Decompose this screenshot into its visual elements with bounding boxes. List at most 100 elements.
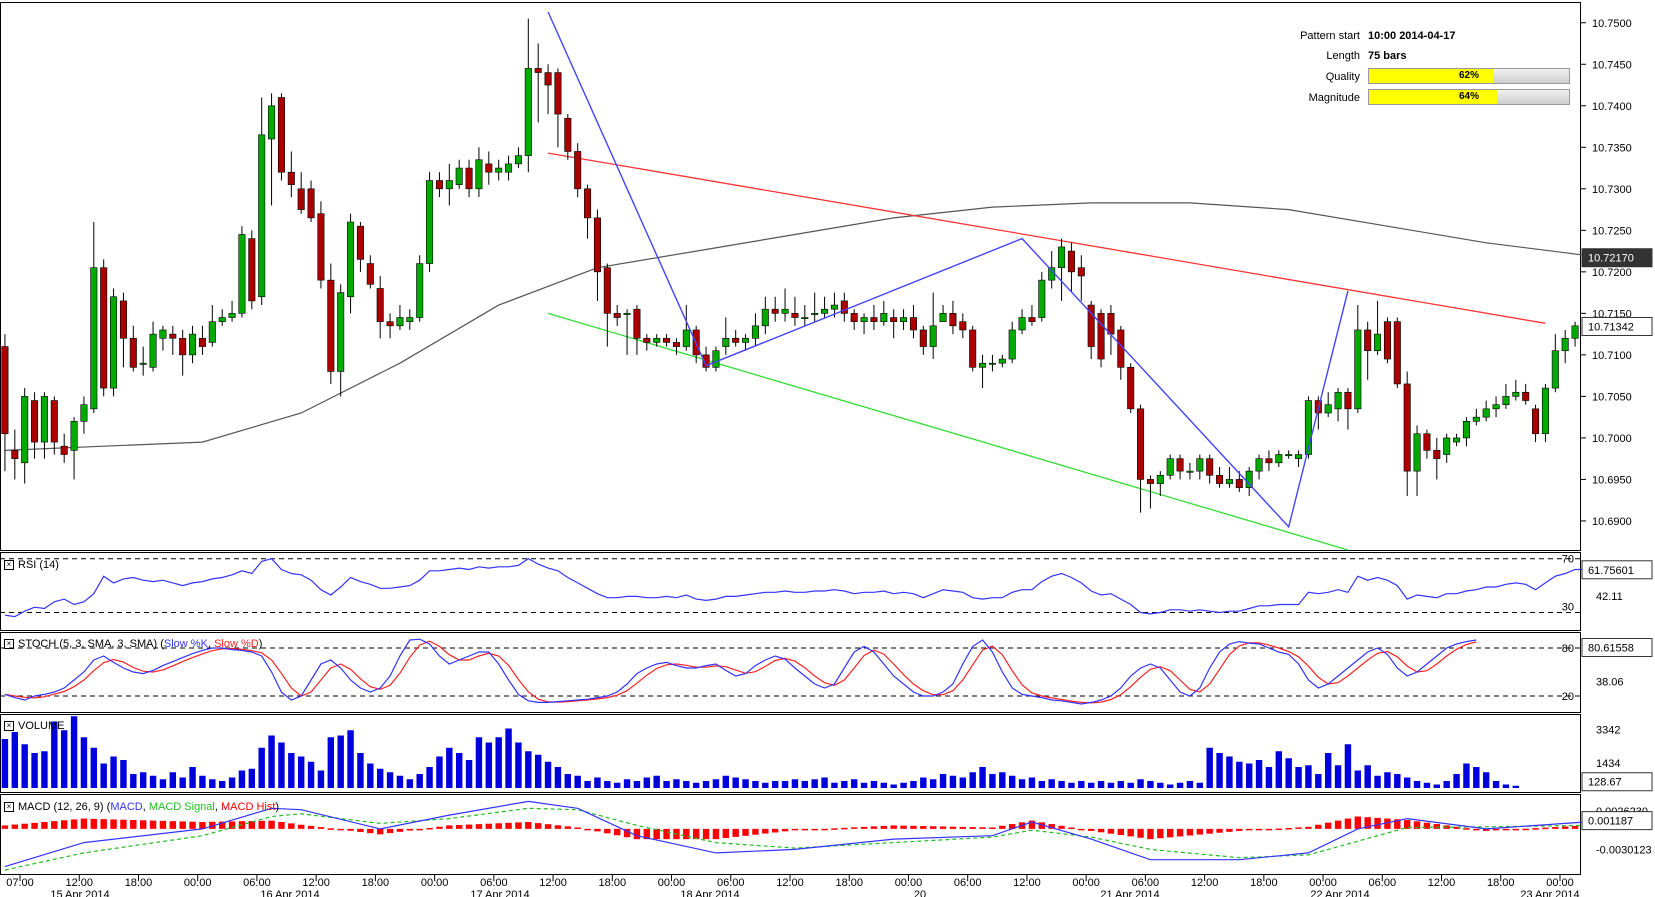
candle-body bbox=[900, 317, 908, 322]
macd-panel-close-icon[interactable]: × bbox=[4, 802, 14, 813]
candle bbox=[50, 396, 58, 455]
volume-bar bbox=[979, 767, 986, 788]
candle-body bbox=[1571, 325, 1579, 339]
volume-bar bbox=[1512, 785, 1520, 788]
candle-body bbox=[603, 267, 611, 314]
date-label: 22 Apr 2014 bbox=[1310, 889, 1369, 897]
candle bbox=[742, 334, 750, 351]
time-tick-label: 00:00 bbox=[1546, 877, 1574, 889]
macd-hist-bar bbox=[742, 828, 749, 836]
macd-hist-bar bbox=[870, 826, 878, 829]
volume-bar bbox=[199, 775, 206, 788]
macd-hist-bar bbox=[841, 827, 848, 830]
magnitude-bar-fill bbox=[1369, 90, 1497, 104]
candle bbox=[1107, 305, 1115, 355]
candle-body bbox=[455, 167, 463, 185]
volume-bar bbox=[169, 772, 177, 788]
time-tick-label: 07:00 bbox=[6, 877, 34, 889]
candle bbox=[623, 309, 631, 355]
candle bbox=[21, 388, 29, 484]
candle bbox=[870, 305, 878, 330]
stoch-level-label: 80 bbox=[1562, 643, 1574, 655]
volume-bar bbox=[41, 751, 48, 788]
candle bbox=[347, 213, 355, 314]
length-value: 75 bars bbox=[1368, 50, 1407, 62]
candle-body bbox=[1472, 416, 1480, 422]
macd-hist-bar bbox=[475, 824, 483, 829]
candle bbox=[455, 159, 463, 189]
macd-hist-bar bbox=[21, 823, 28, 829]
candle-body bbox=[1028, 317, 1036, 322]
candle bbox=[70, 417, 78, 480]
candle-body bbox=[337, 292, 345, 372]
time-tick-label: 12:00 bbox=[1191, 877, 1219, 889]
candle bbox=[426, 172, 434, 272]
volume-bar bbox=[455, 753, 463, 788]
candle-body bbox=[485, 163, 493, 173]
macd-axis-label: -0.0030123 bbox=[1596, 845, 1652, 857]
candle bbox=[761, 296, 769, 335]
candle bbox=[1551, 334, 1559, 393]
candle bbox=[593, 209, 601, 301]
volume-bar bbox=[258, 747, 265, 788]
macd-hist-bar bbox=[1117, 828, 1125, 836]
candle-body bbox=[327, 279, 335, 372]
macd-hist-bar bbox=[623, 828, 631, 838]
candle-body bbox=[939, 313, 947, 322]
macd-hist-bar bbox=[1315, 824, 1322, 829]
macd-hist-bar bbox=[1127, 828, 1134, 837]
macd-hist-bar bbox=[1334, 820, 1342, 829]
candle bbox=[297, 172, 305, 214]
macd-hist-bar bbox=[357, 828, 364, 832]
candle bbox=[919, 325, 927, 355]
quality-bar: 62% bbox=[1368, 68, 1570, 84]
candle-body bbox=[287, 171, 295, 185]
time-tick-label: 00:00 bbox=[184, 877, 212, 889]
rsi-panel-close-icon[interactable]: × bbox=[4, 560, 14, 571]
rsi-level-label: 70 bbox=[1562, 554, 1574, 566]
candle bbox=[179, 329, 187, 376]
candle-body bbox=[791, 313, 799, 318]
volume-bar bbox=[1018, 779, 1026, 788]
macd-hist-bar bbox=[337, 828, 344, 831]
candle bbox=[524, 18, 532, 173]
candle-body bbox=[495, 167, 503, 173]
volume-bar bbox=[1433, 784, 1441, 788]
volume-bar bbox=[278, 742, 285, 788]
macd-hist-bar bbox=[722, 828, 730, 839]
volume-bar bbox=[238, 770, 246, 788]
candle bbox=[228, 300, 236, 322]
quality-bar-fill bbox=[1369, 69, 1493, 83]
volume-bar bbox=[288, 753, 295, 788]
candle-body bbox=[742, 337, 750, 343]
rsi-title: RSI (14) bbox=[18, 559, 59, 571]
candle-body bbox=[1038, 279, 1046, 318]
volume-bar bbox=[989, 774, 996, 788]
candle-body bbox=[919, 329, 927, 347]
volume-bar bbox=[51, 721, 58, 788]
macd-hist-bar bbox=[1561, 826, 1569, 829]
candle-body bbox=[1196, 458, 1204, 472]
candle-body bbox=[435, 180, 443, 190]
candle bbox=[613, 305, 621, 326]
candle bbox=[485, 151, 493, 185]
time-tick-label: 00:00 bbox=[421, 877, 449, 889]
candle-body bbox=[406, 317, 414, 322]
stoch-panel-close-icon[interactable]: × bbox=[4, 639, 14, 650]
macd-hist-bar bbox=[1295, 827, 1302, 829]
price-tick-label: 10.7400 bbox=[1592, 101, 1632, 113]
panel-frame-1 bbox=[0, 552, 1581, 631]
candle bbox=[287, 151, 295, 198]
volume-bar bbox=[594, 777, 601, 788]
price-tick-label: 10.7050 bbox=[1592, 391, 1632, 403]
time-tick-label: 18:00 bbox=[835, 877, 863, 889]
candle bbox=[821, 296, 829, 318]
candle-body bbox=[1541, 387, 1549, 435]
macd-value-label: 0.001187 bbox=[1588, 816, 1633, 828]
macd-hist-bar bbox=[139, 820, 147, 829]
candle bbox=[60, 433, 68, 463]
candle-body bbox=[1334, 391, 1342, 410]
candle-body bbox=[1393, 321, 1401, 385]
candle-body bbox=[751, 325, 759, 339]
volume-panel-close-icon[interactable]: × bbox=[4, 721, 14, 732]
